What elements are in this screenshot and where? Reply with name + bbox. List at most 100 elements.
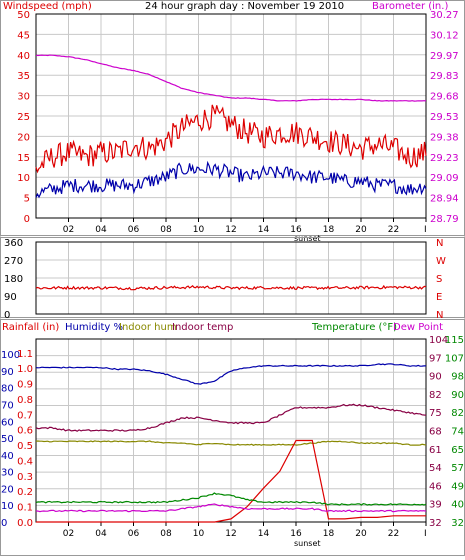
temperature-tick-label: 98 [451,372,464,383]
compass-label: E [436,292,442,303]
rainfall-tick-label: 0.3 [17,472,33,483]
direction-grid [36,242,426,314]
barometer-tick-label: 28.94 [430,194,459,205]
bottom-sunset-label: sunset [294,539,321,548]
temperature-line [35,492,427,506]
top-grid [36,14,426,218]
time-tick-label: 14 [258,529,270,539]
time-tick-label: 22 [388,529,399,539]
windspeed-ticks: 0 5 10 15 20 25 30 35 40 45 50 [17,10,30,225]
bottom-ticks: 0 10 20 30 40 50 60 70 80 90 100 0.0 0.1 0.2 0.3 0.4 0.5… [1,335,464,529]
time-tick-label: 20 [355,529,367,539]
rainfall-tick-label: 0.2 [17,487,33,498]
humidity-line [35,363,426,385]
temperature-tick-label: 65 [451,445,464,456]
indoor-temp-tick-label: 90 [429,372,442,383]
humidity-tick-label: 50 [1,434,14,445]
bottom-time-ticks: 02 04 06 08 10 12 14 16 18 20 22 I [63,522,427,539]
dew-point-label: Dew Point [393,322,443,333]
temperature-label: Temperature (°F) [311,322,397,333]
temperature-tick-label: 32 [451,518,464,529]
time-tick-label: 10 [193,529,205,539]
barometer-tick-label: 29.09 [430,173,459,184]
temperature-tick-label: 49 [451,481,464,492]
wind-direction-line [35,284,427,291]
rainfall-tick-label: 0.6 [17,426,33,437]
time-tick-label: 04 [95,225,107,235]
dew-point-line [35,503,427,513]
windspeed-tick-label: 50 [17,10,30,21]
windspeed-tick-label: 5 [24,194,30,205]
top-series [35,54,427,199]
temperature-tick-label: 57 [451,463,464,474]
rainfall-tick-label: 0.5 [17,441,33,452]
indoor-temp-tick-label: 75 [429,408,442,419]
rainfall-line [36,439,426,523]
windspeed-tick-label: 10 [17,173,30,184]
barometer-line [35,54,427,102]
barometer-tick-label: 29.38 [430,132,459,143]
direction-tick-label: 0 [4,310,10,321]
time-tick-label: 12 [225,225,236,235]
indoor-temp-tick-label: 68 [429,427,442,438]
rainfall-tick-label: 0.8 [17,395,33,406]
humidity-tick-label: 60 [1,417,14,428]
compass-label: S [436,274,442,285]
time-tick-label: 16 [290,529,302,539]
barometer-tick-label: 30.27 [430,10,459,21]
indoor-temp-tick-label: 61 [429,445,442,456]
time-tick-label: 02 [63,529,74,539]
wind-gust-line [35,104,427,174]
time-tick-label: 14 [258,225,270,235]
indoor-temp-tick-label: 104 [429,335,448,346]
indoor-temp-tick-label: 82 [429,390,442,401]
humidity-tick-label: 20 [1,484,14,495]
time-tick-label: 12 [225,529,236,539]
windspeed-tick-label: 20 [17,132,30,143]
time-tick-label: 10 [193,225,205,235]
top-time-ticks: 02 04 06 08 10 12 14 16 18 20 22 I [63,218,427,235]
time-tick-label: 22 [388,225,399,235]
rainfall-tick-label: 0.1 [17,503,33,514]
windspeed-tick-label: 30 [17,92,30,103]
windspeed-label: Windspeed (mph) [3,1,92,12]
humidity-tick-label: 40 [1,451,14,462]
time-tick-label: 06 [128,529,140,539]
time-tick-label: I [424,225,427,235]
indoor-hum-label: Indoor hum [119,322,177,333]
temperature-tick-label: 82 [451,408,464,419]
barometer-tick-label: 29.83 [430,71,459,82]
time-tick-label: 06 [128,225,140,235]
windspeed-tick-label: 25 [17,112,30,123]
rainfall-label: Rainfall (in) [2,322,59,333]
rainfall-tick-label: 0.9 [17,380,33,391]
windspeed-tick-label: 40 [17,51,30,62]
compass-label: W [436,256,446,267]
windspeed-tick-label: 15 [17,153,30,164]
time-tick-label: 08 [160,529,172,539]
compass-label: N [436,238,443,249]
indoor-temp-tick-label: 46 [429,481,442,492]
humidity-tick-label: 0 [1,518,7,529]
temperature-tick-label: 40 [451,500,464,511]
rainfall-tick-label: 1.0 [17,364,33,375]
indoor-hum-line [35,440,427,446]
humidity-tick-label: 10 [1,501,14,512]
rainfall-tick-label: 0.4 [17,456,33,467]
humidity-tick-label: 80 [1,384,14,395]
chart-title: 24 hour graph day : November 19 2010 [145,1,344,12]
time-tick-label: 16 [290,225,302,235]
indoor-temp-label: Indoor temp [172,322,233,333]
time-tick-label: 04 [95,529,107,539]
barometer-label: Barometer (in.) [372,1,448,12]
humidity-tick-label: 30 [1,468,14,479]
time-tick-label: 18 [323,225,335,235]
indoor-temp-line [35,403,427,432]
direction-tick-label: 360 [4,238,23,249]
windspeed-tick-label: 45 [17,30,30,41]
barometer-tick-label: 29.23 [430,153,459,164]
barometer-ticks: 28.79 28.94 29.09 29.23 29.38 29.53 29.68 29.83… [430,10,459,225]
wind-average-line [35,160,427,199]
